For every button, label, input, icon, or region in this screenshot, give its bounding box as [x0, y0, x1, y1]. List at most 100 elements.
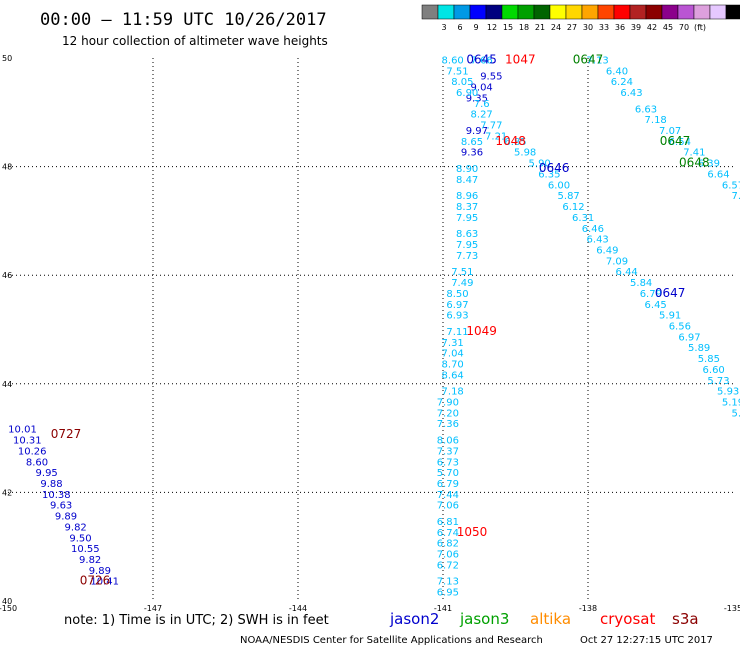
y-tick-label: 44: [2, 380, 12, 389]
wave-height-point: 6.00: [548, 180, 570, 191]
x-tick-label: -135: [724, 604, 740, 613]
wave-height-point: 6.97: [678, 332, 700, 343]
colorbar-swatch: [645, 4, 663, 20]
colorbar-swatch: [533, 4, 551, 20]
colorbar-swatch: [725, 4, 740, 20]
wave-height-point: 6.57: [722, 180, 740, 191]
wave-height-point: 10.55: [71, 544, 100, 555]
wave-height-point: 7.35: [732, 191, 740, 202]
wave-height-point: 9.82: [65, 522, 87, 533]
wave-height-point: 6.24: [611, 77, 633, 88]
pass-time-label: 0646: [539, 161, 570, 175]
wave-height-point: 7.18: [442, 387, 464, 398]
colorbar-label: 6: [457, 23, 462, 32]
satellite-legend: jason2 jason3 altika cryosat s3a: [389, 610, 699, 628]
pass-time-label: 0645: [466, 52, 497, 66]
wave-height-point: 6.54: [669, 137, 691, 148]
wave-height-point: 6.46: [582, 224, 604, 235]
wave-height-point: 5.87: [558, 191, 580, 202]
footer-timestamp: Oct 27 12:27:15 UTC 2017: [580, 635, 713, 646]
wave-height-point: 5.73: [707, 376, 729, 387]
wave-height-point: 7.13: [587, 55, 609, 66]
wave-height-point: 9.89: [89, 566, 111, 577]
wave-height-point: 7.06: [437, 501, 459, 512]
colorbar-label: 3: [441, 23, 446, 32]
pass-time-label: 1049: [466, 324, 497, 338]
wave-height-point: 7.37: [437, 446, 459, 457]
wave-height-point: 6.39: [698, 159, 720, 170]
wave-height-point: 10.26: [18, 446, 47, 457]
colorbar-swatch: [709, 4, 727, 20]
pass-time-label: 0727: [51, 427, 82, 441]
wave-height-point: 7.36: [437, 419, 459, 430]
wave-height-point: 9.36: [461, 148, 483, 159]
wave-height-point: 10.38: [42, 490, 71, 501]
wave-height-point: 5.91: [659, 311, 681, 322]
wave-height-point: 5.70: [437, 468, 459, 479]
wave-height-point: 6.64: [707, 169, 729, 180]
colorbar-label: 39: [631, 23, 641, 32]
x-tick-label: -138: [579, 604, 597, 613]
colorbar-swatch: [677, 4, 695, 20]
wave-height-point: 6.43: [620, 88, 642, 99]
wave-height-point: 7.49: [451, 278, 473, 289]
x-tick-label: -147: [144, 604, 162, 613]
wave-height-point: 6.31: [572, 213, 594, 224]
colorbar-swatch: [549, 4, 567, 20]
colorbar-label: 18: [519, 23, 529, 32]
wave-height-point: 7.18: [645, 115, 667, 126]
legend-item-altika: altika: [530, 610, 571, 628]
colorbar-label: 45: [663, 23, 673, 32]
wave-height-point: 8.96: [456, 191, 478, 202]
wave-height-point: 5.89: [688, 343, 710, 354]
wave-height-point: 6.95: [437, 588, 459, 599]
wave-height-point: 7.95: [456, 240, 478, 251]
wave-height-point: 9.89: [55, 512, 77, 523]
wave-height-point: 6.63: [635, 104, 657, 115]
wave-height-point: 7.20: [437, 408, 459, 419]
x-tick-label: -141: [434, 604, 452, 613]
plot-area: -150 -147 -144 -141 -138 -135 40 42 44 46 48 50 10.0…: [0, 52, 740, 613]
colorbar-legend: 3 6 9 12 15 18 21 24 27 30 33 36 39 42 45 70 (ft): [421, 4, 740, 32]
wave-height-point: 8.50: [446, 289, 468, 300]
colorbar-swatch: [565, 4, 583, 20]
colorbar-swatch: [581, 4, 599, 20]
colorbar-swatch: [485, 4, 503, 20]
colorbar-label: 24: [551, 23, 561, 32]
colorbar-label: 70: [679, 23, 689, 32]
wave-height-point: 8.65: [461, 137, 483, 148]
wave-height-point: 8.05: [451, 77, 473, 88]
colorbar-label: 15: [503, 23, 513, 32]
wave-height-point: 8.63: [456, 229, 478, 240]
wave-height-point: 9.88: [40, 479, 62, 490]
y-tick-label: 46: [2, 271, 12, 280]
wave-height-point: 6.81: [437, 517, 459, 528]
wave-height-point: 8.37: [456, 202, 478, 213]
wave-height-point: 6.93: [446, 311, 468, 322]
colorbar-swatch: [437, 4, 455, 20]
wave-height-point: 7.51: [451, 267, 473, 278]
wave-height-point: 8.60: [26, 457, 48, 468]
colorbar-label: 27: [567, 23, 577, 32]
wave-height-point: 5.19: [722, 398, 740, 409]
wave-height-point: 5.85: [698, 354, 720, 365]
wave-height-point: 9.35: [466, 93, 488, 104]
footer-credit: NOAA/NESDIS Center for Satellite Applica…: [240, 635, 543, 646]
wave-height-point: 6.56: [669, 322, 691, 333]
colorbar-label: 36: [615, 23, 625, 32]
wave-height-point: 7.09: [606, 256, 628, 267]
wave-height-point: 7.41: [683, 148, 705, 159]
wave-height-point: 5.98: [514, 148, 536, 159]
colorbar-swatch: [597, 4, 615, 20]
wave-height-point: 6.40: [606, 66, 628, 77]
wave-height-point: 7.95: [456, 213, 478, 224]
pass-time-label: 0647: [655, 286, 686, 300]
colorbar-swatch: [613, 4, 631, 20]
wave-height-point: 8.27: [471, 110, 493, 121]
wave-height-point: 5.93: [732, 408, 740, 419]
wave-height-point: 7.31: [442, 338, 464, 349]
colorbar-swatch: [661, 4, 679, 20]
colorbar-unit: (ft): [694, 23, 706, 32]
wave-height-point: 7.51: [446, 66, 468, 77]
